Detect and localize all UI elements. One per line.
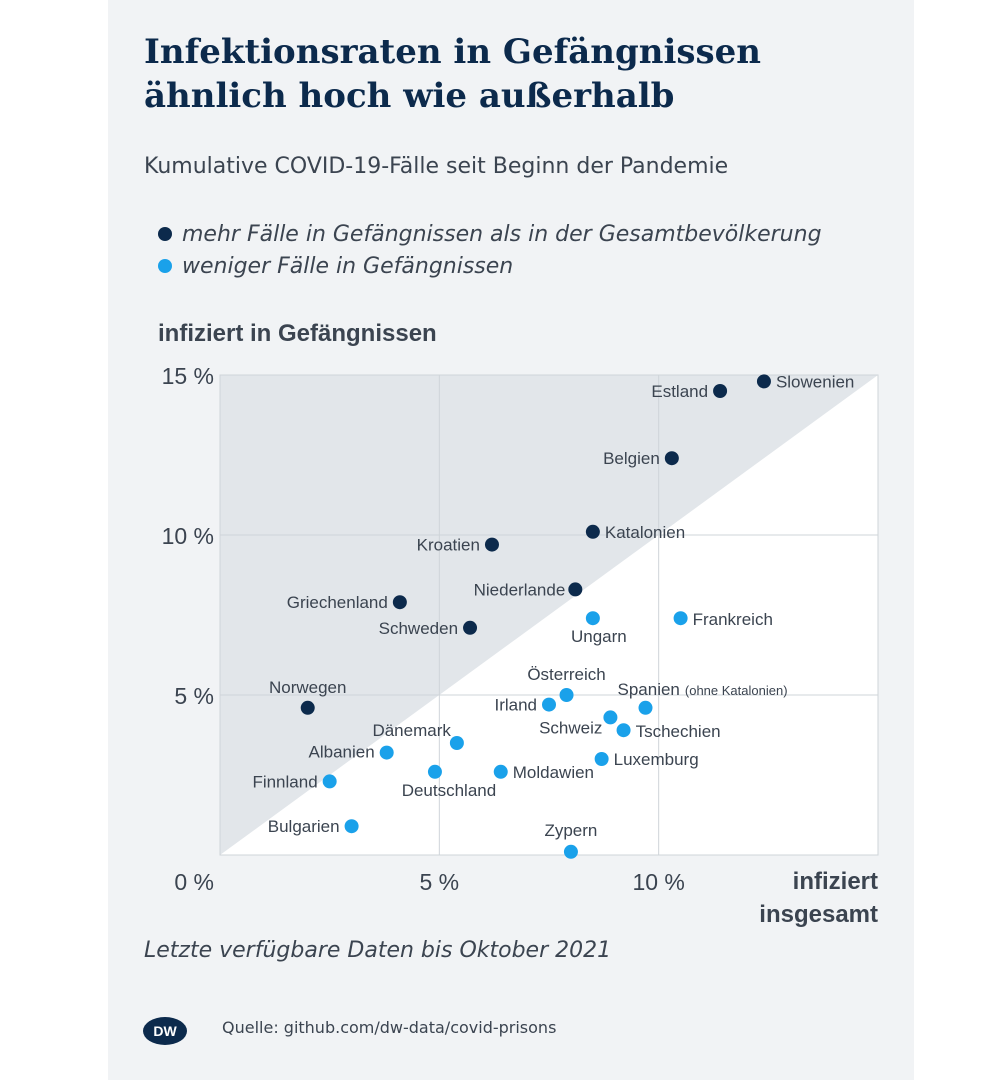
legend: mehr Fälle in Gefängnissen als in der Ge… xyxy=(158,218,822,282)
legend-item-more: mehr Fälle in Gefängnissen als in der Ge… xyxy=(158,218,822,250)
point-tschechien xyxy=(616,723,631,738)
legend-label-less: weniger Fälle in Gefängnissen xyxy=(182,253,514,279)
point-label-kroatien: Kroatien xyxy=(417,536,480,555)
legend-label-more: mehr Fälle in Gefängnissen als in der Ge… xyxy=(182,221,822,247)
point-label-katalonien: Katalonien xyxy=(605,523,685,542)
x-tick-label: 0 % xyxy=(174,869,214,895)
diagonal-region xyxy=(220,375,878,855)
point-norwegen xyxy=(300,700,315,715)
point-label-finnland: Finnland xyxy=(252,772,317,791)
point-label-deutschland: Deutschland xyxy=(402,781,497,800)
point-label-frankreich: Frankreich xyxy=(693,610,773,629)
point-irland xyxy=(542,697,556,712)
point-label-irland: Irland xyxy=(494,696,537,715)
legend-dot-more xyxy=(158,227,172,241)
point-finnland xyxy=(322,774,337,789)
point-albanien xyxy=(379,745,394,760)
footnote: Letzte verfügbare Daten bis Oktober 2021 xyxy=(144,938,612,963)
svg-text:DW: DW xyxy=(153,1023,177,1039)
point-label-schweiz: Schweiz xyxy=(539,718,602,737)
chart-title-line1: Infektionsraten in Gefängnissen xyxy=(144,32,761,72)
chart-title-line2: ähnlich hoch wie außerhalb xyxy=(144,76,675,116)
point-label-note: (ohne Katalonien) xyxy=(685,683,788,698)
point-zypern xyxy=(563,844,578,859)
point-niederlande xyxy=(568,582,583,597)
point-label-zypern: Zypern xyxy=(544,821,597,840)
point-label-belgien: Belgien xyxy=(603,449,660,468)
point-katalonien xyxy=(585,524,600,539)
y-tick-label: 15 % xyxy=(162,363,214,389)
point-slowenien xyxy=(756,374,771,389)
point-label-estland: Estland xyxy=(651,382,708,401)
point-label-albanien: Albanien xyxy=(309,743,375,762)
point-griechenland xyxy=(392,595,407,610)
point-kroatien xyxy=(484,537,499,552)
chart-title: Infektionsraten in Gefängnissen ähnlich … xyxy=(144,30,904,118)
point-dänemark xyxy=(449,736,464,750)
point-label-niederlande: Niederlande xyxy=(474,580,566,599)
y-tick-label: 10 % xyxy=(162,523,214,549)
x-tick-label: 5 % xyxy=(420,869,460,895)
point-schweden xyxy=(463,620,478,635)
point-label-tschechien: Tschechien xyxy=(636,722,721,741)
point-label-norwegen: Norwegen xyxy=(269,678,347,697)
point-schweiz xyxy=(603,710,618,725)
legend-item-less: weniger Fälle in Gefängnissen xyxy=(158,250,822,282)
x-axis-label: infiziert xyxy=(793,868,878,895)
dw-logo: DW xyxy=(143,1017,187,1045)
point-deutschland xyxy=(427,764,442,779)
point-label-moldawien: Moldawien xyxy=(513,763,594,782)
x-axis-label: insgesamt xyxy=(759,901,878,928)
point-luxemburg xyxy=(594,752,609,766)
chart-subtitle: Kumulative COVID-19-Fälle seit Beginn de… xyxy=(144,154,729,179)
point-label-ungarn: Ungarn xyxy=(571,627,627,646)
x-tick-label: 10 % xyxy=(632,869,684,895)
point-ungarn xyxy=(585,611,600,626)
point-moldawien xyxy=(493,764,508,779)
y-tick-label: 5 % xyxy=(174,683,214,709)
plot-frame xyxy=(219,374,879,856)
point-österreich xyxy=(559,688,574,702)
point-label-luxemburg: Luxemburg xyxy=(614,750,699,769)
point-label-griechenland: Griechenland xyxy=(287,593,388,612)
point-label-slowenien: Slowenien xyxy=(776,372,854,391)
point-frankreich xyxy=(673,611,688,626)
y-axis-label: infiziert in Gefängnissen xyxy=(158,320,437,347)
point-label-schweden: Schweden xyxy=(379,619,458,638)
point-label-österreich: Österreich xyxy=(527,665,605,684)
point-spanien xyxy=(638,700,653,715)
point-estland xyxy=(713,384,728,398)
point-label-bulgarien: Bulgarien xyxy=(268,817,340,836)
point-bulgarien xyxy=(344,819,359,834)
point-label-dänemark: Dänemark xyxy=(372,721,451,740)
point-belgien xyxy=(664,451,679,466)
point-label-spanien: Spanien (ohne Katalonien) xyxy=(618,680,788,699)
legend-dot-less xyxy=(158,259,172,273)
source-note: Quelle: github.com/dw-data/covid-prisons xyxy=(222,1018,557,1037)
